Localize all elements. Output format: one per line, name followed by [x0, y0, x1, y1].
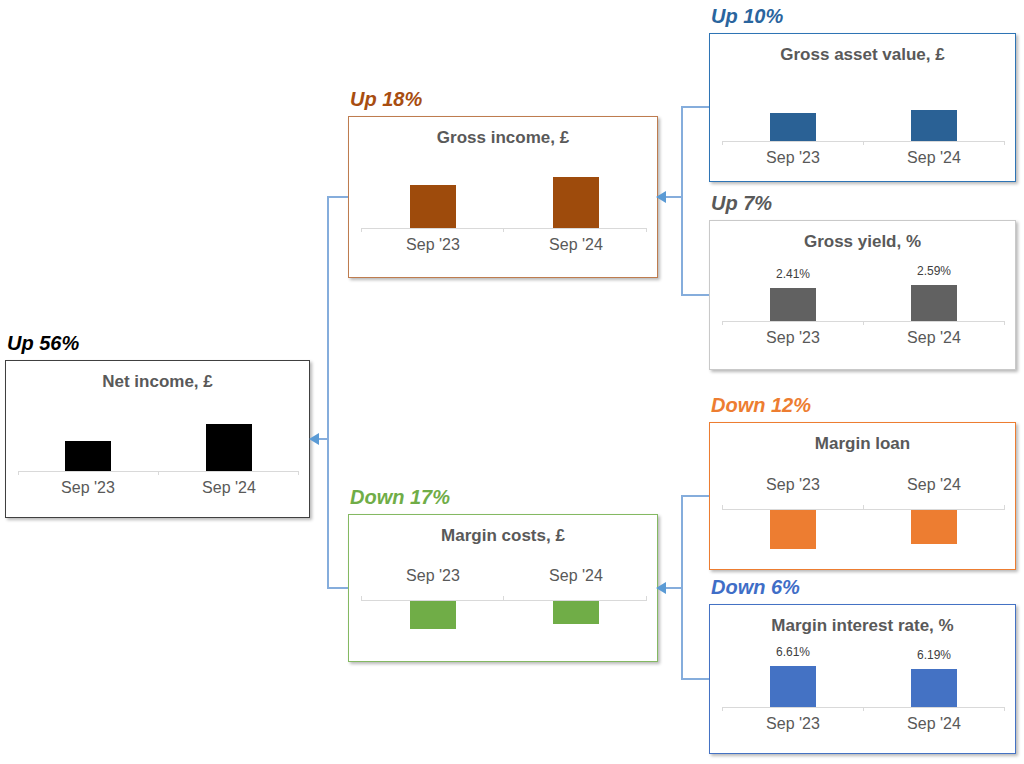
axis-tick [503, 228, 504, 232]
category-label-sep-24: Sep '24 [506, 567, 646, 585]
node-net-income: Up 56% Net income, £ Sep '23Sep '24 [5, 360, 310, 518]
category-label-sep-24: Sep '24 [864, 715, 1004, 733]
category-axis [361, 228, 647, 229]
bar-sep-23 [770, 666, 816, 707]
axis-tick [722, 321, 723, 325]
bar-sep-24 [206, 424, 252, 471]
connector-line [681, 107, 683, 296]
axis-tick [361, 596, 362, 600]
bar-sep-24 [911, 669, 957, 707]
bar-sep-24 [553, 601, 599, 624]
bar-sep-23 [410, 601, 456, 629]
plot-area: Sep '23Sep '24 [349, 117, 657, 277]
connector-line [681, 495, 709, 497]
category-label-sep-24: Sep '24 [159, 479, 299, 497]
axis-tick [863, 505, 864, 509]
chart-margin-interest-rate: Margin interest rate, % Sep '236.61%Sep … [709, 604, 1016, 754]
node-margin-interest-rate: Down 6% Margin interest rate, % Sep '236… [709, 604, 1016, 754]
plot-area: Sep '23 2.41% Sep '24 2.59% [710, 221, 1015, 369]
axis-tick [1004, 141, 1005, 145]
bar-sep-23 [770, 510, 816, 549]
plot-area: Sep '23Sep '24 [6, 361, 309, 517]
connector-line [327, 587, 348, 589]
category-label-sep-23: Sep '23 [723, 329, 863, 347]
category-label-sep-23: Sep '23 [723, 715, 863, 733]
node-margin-loan: Down 12% Margin loan Sep '23Sep '24 [709, 422, 1016, 570]
bar-sep-24 [911, 285, 957, 321]
chart-gross-asset-value: Gross asset value, £ Sep '23Sep '24 [709, 33, 1016, 182]
category-label-sep-23: Sep '23 [363, 236, 503, 254]
bar-sep-24 [911, 110, 957, 141]
axis-tick [503, 596, 504, 600]
arrowhead-left-icon [309, 433, 319, 445]
data-label-sep-23: 6.61% [723, 645, 863, 659]
plot-area: Sep '23Sep '24 [710, 423, 1015, 569]
bar-sep-23 [410, 185, 456, 228]
data-label-sep-24: 2.59% [864, 264, 1004, 278]
axis-tick [722, 141, 723, 145]
node-gross-yield: Up 7% Gross yield, % Sep '232.41%Sep '24… [709, 220, 1016, 370]
plot-area: Sep '23 6.61% Sep '24 6.19% [710, 605, 1015, 753]
change-label-gross-income: Up 18% [350, 88, 422, 111]
chart-margin-costs: Margin costs, £ Sep '23Sep '24 [348, 514, 658, 662]
category-label-sep-24: Sep '24 [864, 476, 1004, 494]
connector-line [327, 196, 348, 198]
connector-line [681, 106, 709, 108]
axis-tick [863, 321, 864, 325]
axis-tick [1004, 505, 1005, 509]
axis-tick [646, 228, 647, 232]
category-label-sep-23: Sep '23 [363, 567, 503, 585]
axis-tick [361, 228, 362, 232]
connector-line [319, 438, 329, 440]
axis-tick [722, 505, 723, 509]
chart-net-income: Net income, £ Sep '23Sep '24 [5, 360, 310, 518]
category-label-sep-24: Sep '24 [864, 329, 1004, 347]
axis-tick [722, 707, 723, 711]
change-label-gross-yield: Up 7% [711, 192, 772, 215]
axis-tick [646, 596, 647, 600]
axis-tick [158, 471, 159, 475]
connector-line [681, 294, 709, 296]
category-axis [722, 509, 1005, 510]
arrowhead-left-icon [656, 582, 666, 594]
connector-line [681, 678, 709, 680]
axis-tick [863, 707, 864, 711]
plot-area: Sep '23Sep '24 [349, 515, 657, 661]
axis-tick [18, 471, 19, 475]
connector-line [327, 196, 329, 589]
node-margin-costs: Down 17% Margin costs, £ Sep '23Sep '24 [348, 514, 658, 662]
axis-tick [863, 141, 864, 145]
category-label-sep-23: Sep '23 [723, 149, 863, 167]
arrowhead-left-icon [656, 191, 666, 203]
axis-tick [298, 471, 299, 475]
plot-area: Sep '23Sep '24 [710, 34, 1015, 181]
bar-sep-24 [911, 510, 957, 544]
node-gross-income: Up 18% Gross income, £ Sep '23Sep '24 [348, 116, 658, 278]
driver-tree-diagram: Up 56% Net income, £ Sep '23Sep '24 Up 1… [0, 0, 1024, 764]
connector-line [665, 196, 682, 198]
bar-sep-24 [553, 177, 599, 228]
bar-sep-23 [770, 288, 816, 321]
change-label-margin-interest-rate: Down 6% [711, 576, 800, 599]
category-axis [361, 600, 647, 601]
data-label-sep-24: 6.19% [864, 648, 1004, 662]
connector-line [665, 587, 682, 589]
category-label-sep-23: Sep '23 [18, 479, 158, 497]
bar-sep-23 [65, 441, 111, 471]
change-label-gross-asset-value: Up 10% [711, 5, 783, 28]
change-label-net-income: Up 56% [7, 332, 79, 355]
category-label-sep-23: Sep '23 [723, 476, 863, 494]
chart-margin-loan: Margin loan Sep '23Sep '24 [709, 422, 1016, 570]
axis-tick [1004, 707, 1005, 711]
node-gross-asset-value: Up 10% Gross asset value, £ Sep '23Sep '… [709, 33, 1016, 182]
data-label-sep-23: 2.41% [723, 267, 863, 281]
bar-sep-23 [770, 113, 816, 141]
category-label-sep-24: Sep '24 [506, 236, 646, 254]
change-label-margin-loan: Down 12% [711, 394, 811, 417]
chart-gross-income: Gross income, £ Sep '23Sep '24 [348, 116, 658, 278]
category-label-sep-24: Sep '24 [864, 149, 1004, 167]
chart-gross-yield: Gross yield, % Sep '232.41%Sep '242.59% [709, 220, 1016, 370]
axis-tick [1004, 321, 1005, 325]
change-label-margin-costs: Down 17% [350, 486, 450, 509]
